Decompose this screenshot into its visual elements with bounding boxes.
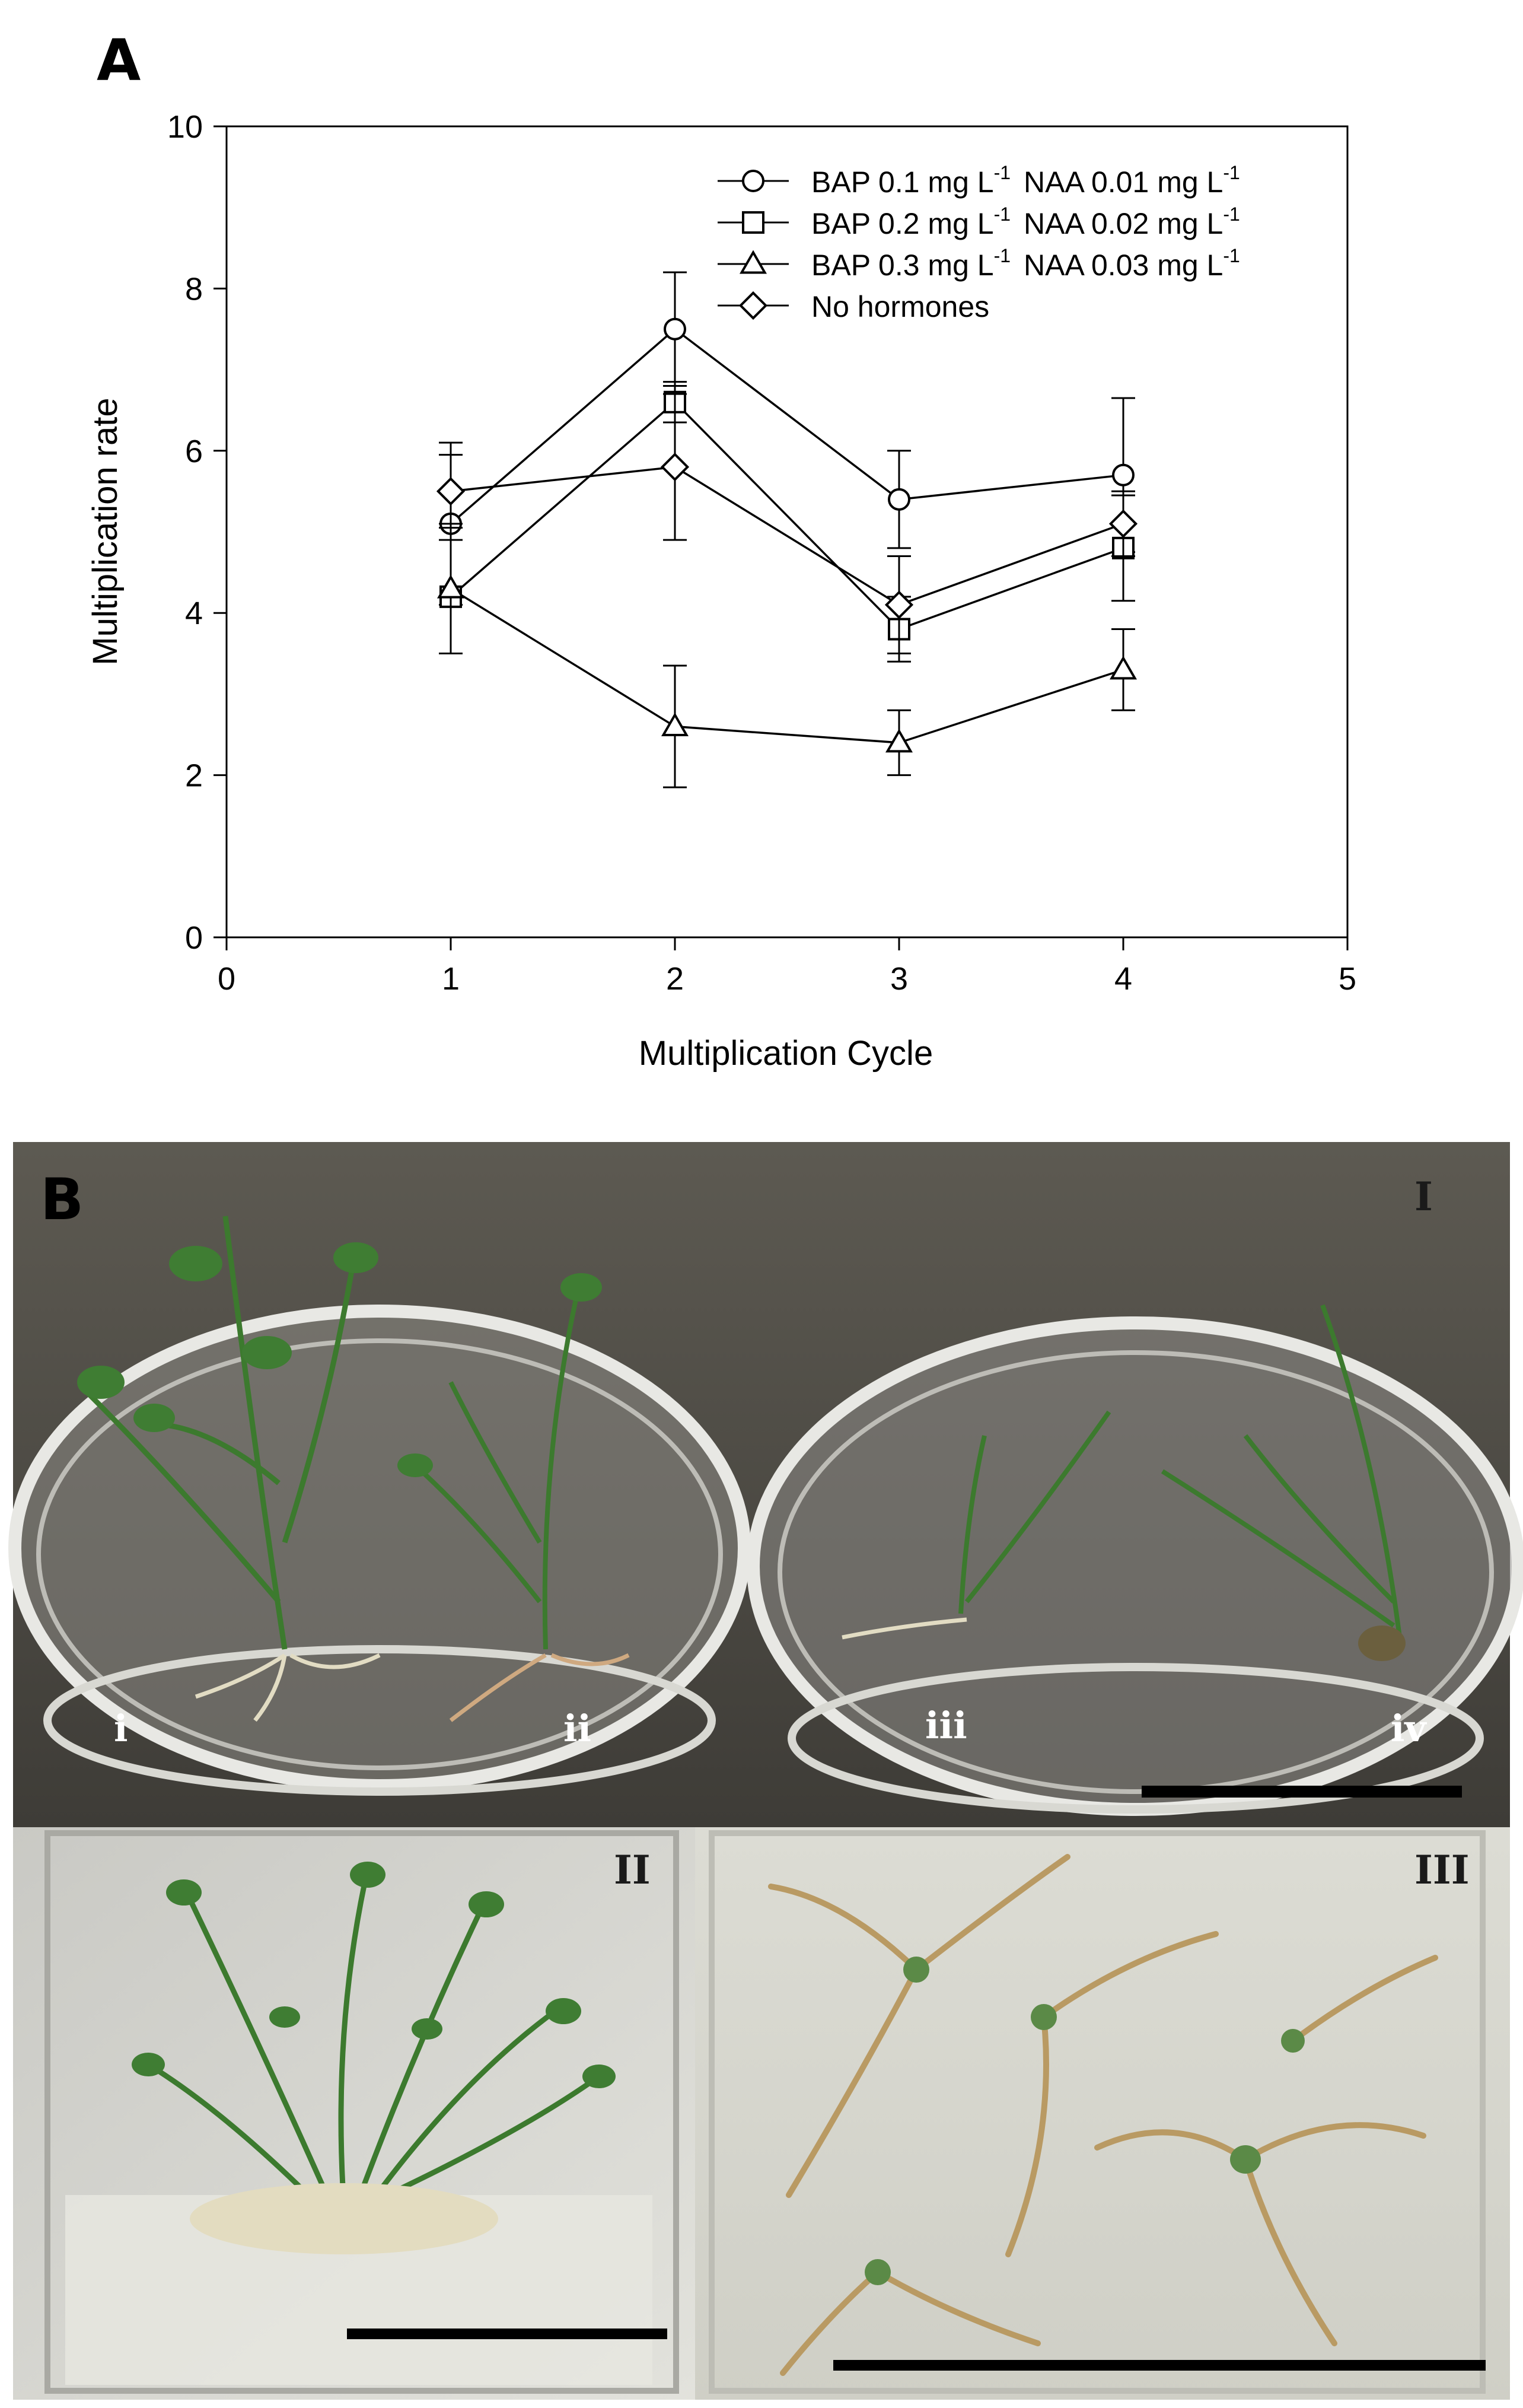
x-axis-label: Multiplication Cycle xyxy=(639,1034,933,1073)
petri-dish-left xyxy=(8,1305,751,1796)
photo-III: III xyxy=(695,1827,1510,2400)
legend-marker-circle xyxy=(742,170,764,192)
series-line-triangle xyxy=(450,587,1124,744)
legend-label-superscript: -1 xyxy=(1223,203,1240,225)
legend-entry-square: BAP 0.2 mg L-1 NAA 0.02 mg L-1 xyxy=(718,203,1240,240)
sample-label-ii: ii xyxy=(563,1707,591,1750)
data-point-circle xyxy=(1112,463,1135,486)
legend-label-superscript: -1 xyxy=(1223,245,1240,266)
legend-label-superscript: -1 xyxy=(994,245,1011,266)
legend-label-part: BAP 0.3 mg L xyxy=(811,249,994,282)
legend-label-part: No hormones xyxy=(811,290,989,323)
photo-III-label: III xyxy=(1414,1847,1470,1893)
data-point-diamond xyxy=(1108,509,1138,538)
data-point-triangle xyxy=(661,712,689,737)
x-tick-label: 1 xyxy=(442,961,460,997)
shoot-cluster xyxy=(132,1862,616,2254)
legend-label-superscript: -1 xyxy=(994,203,1011,225)
plantlet-ii xyxy=(397,1273,630,1722)
series-line-circle xyxy=(450,327,1124,525)
legend-label-superscript: -1 xyxy=(994,162,1011,183)
x-tick-label: 0 xyxy=(218,961,235,997)
y-axis-ticks: 0 2 4 6 8 10 xyxy=(167,109,227,956)
legend-entry-diamond: No hormones xyxy=(718,290,989,323)
x-axis-ticks: 0 1 2 3 4 5 xyxy=(218,937,1356,997)
y-tick-label: 10 xyxy=(167,109,203,145)
legend-label-superscript: -1 xyxy=(1223,162,1240,183)
plantlet-iv xyxy=(1161,1304,1406,1661)
root-network xyxy=(768,1854,1438,2376)
legend-label-part: NAA 0.03 mg L xyxy=(1024,249,1223,282)
petri-dish-right xyxy=(747,1316,1523,1816)
photo-I: I i ii iii iv xyxy=(8,1142,1523,1827)
panel-a-letter: A xyxy=(97,27,141,94)
series-line-diamond xyxy=(450,466,1124,606)
photo-II-scale-bar xyxy=(347,2329,667,2339)
data-point-diamond xyxy=(884,590,914,619)
x-tick-label: 4 xyxy=(1114,961,1132,997)
legend-label: BAP 0.1 mg L-1 NAA 0.01 mg L-1 xyxy=(811,162,1240,199)
series-square xyxy=(439,381,1135,663)
y-tick-label: 4 xyxy=(185,596,203,631)
data-point-circle xyxy=(664,317,686,341)
y-tick-label: 8 xyxy=(185,271,203,307)
legend-label: BAP 0.2 mg L-1 NAA 0.02 mg L-1 xyxy=(811,203,1240,240)
y-axis-label: Multiplication rate xyxy=(86,397,125,665)
legend-entry-circle: BAP 0.1 mg L-1 NAA 0.01 mg L-1 xyxy=(718,162,1240,199)
plantlet-iii xyxy=(842,1410,1111,1640)
data-point-triangle xyxy=(885,729,913,753)
legend-marker-triangle xyxy=(739,250,767,274)
legend-entry-triangle: BAP 0.3 mg L-1 NAA 0.03 mg L-1 xyxy=(718,245,1240,282)
data-point-triangle xyxy=(436,574,465,599)
panel-b: I i ii iii iv xyxy=(8,1142,1523,2400)
sample-label-iii: iii xyxy=(925,1704,967,1747)
panel-a: A 0 2 4 6 8 10 0 1 2 3 4 5 Multiplication rate Mul… xyxy=(86,27,1356,1073)
sample-label-i: i xyxy=(114,1707,128,1750)
series-line-square xyxy=(450,400,1124,631)
series-layer xyxy=(436,271,1138,788)
legend-label-part: BAP 0.1 mg L xyxy=(811,166,994,199)
panel-b-letter: B xyxy=(40,1166,84,1233)
data-point-diamond xyxy=(660,453,690,482)
legend-label: No hormones xyxy=(811,290,989,323)
series-triangle xyxy=(436,523,1138,788)
y-tick-label: 2 xyxy=(185,758,203,794)
photo-I-label: I xyxy=(1414,1173,1433,1220)
sample-label-iv: iv xyxy=(1391,1707,1428,1750)
photo-III-scale-bar xyxy=(833,2360,1486,2371)
photo-III-background xyxy=(695,1827,1510,2400)
y-tick-label: 0 xyxy=(185,920,203,956)
series-circle xyxy=(439,271,1135,606)
plot-frame xyxy=(225,125,1349,939)
legend-label: BAP 0.3 mg L-1 NAA 0.03 mg L-1 xyxy=(811,245,1240,282)
legend-label-part: NAA 0.02 mg L xyxy=(1024,207,1223,240)
legend-marker-square xyxy=(742,211,764,234)
plantlet-i xyxy=(77,1216,381,1722)
series-diamond xyxy=(436,393,1138,655)
photo-II-label: II xyxy=(614,1847,651,1893)
photo-II: II xyxy=(13,1827,695,2400)
x-tick-label: 5 xyxy=(1339,961,1356,997)
data-point-triangle xyxy=(1109,656,1138,680)
data-point-diamond xyxy=(436,477,466,506)
x-tick-label: 3 xyxy=(890,961,908,997)
legend-label-part: BAP 0.2 mg L xyxy=(811,207,994,240)
photo-I-scale-bar xyxy=(1142,1786,1462,1798)
plot-area: 0 2 4 6 8 10 0 1 2 3 4 5 xyxy=(167,109,1356,997)
legend-marker-diamond xyxy=(738,291,768,320)
x-tick-label: 2 xyxy=(666,961,684,997)
y-tick-label: 6 xyxy=(185,434,203,469)
data-point-circle xyxy=(888,488,910,511)
legend-label-part: NAA 0.01 mg L xyxy=(1024,166,1223,199)
